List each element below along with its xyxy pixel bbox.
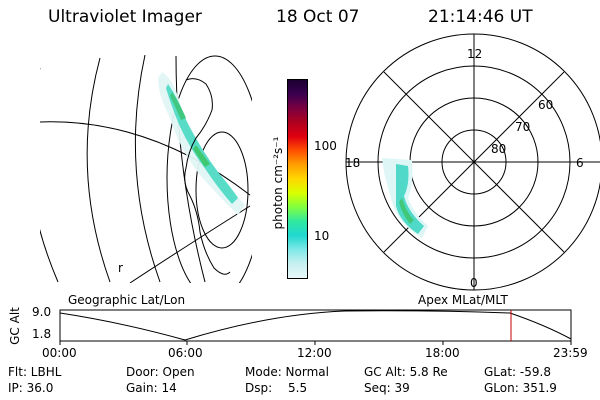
observation-date: 18 Oct 07 <box>276 7 360 27</box>
earth-limb <box>166 55 252 283</box>
info-ip: IP: 36.0 <box>8 381 54 395</box>
lon-line <box>40 68 59 283</box>
instrument-title: Ultraviolet Imager <box>48 7 202 27</box>
lon-line <box>86 57 111 283</box>
info-gc-alt: GC Alt: 5.8 Re <box>364 365 448 379</box>
lon-line <box>175 55 206 283</box>
timeline-x-tick-0600: 06:00 <box>168 346 203 360</box>
info-glat: GLat: -59.8 <box>484 365 551 379</box>
info-seq: Seq: 39 <box>364 381 410 395</box>
mlt-label-12: 12 <box>467 47 483 61</box>
info-gain: Gain: 14 <box>126 381 177 395</box>
map-stray-char: r <box>118 261 123 275</box>
timeline-y-tick-1-8: 1.8 <box>32 327 52 341</box>
timeline-frame <box>59 309 572 342</box>
timeline-x-tick-1800: 18:00 <box>425 346 460 360</box>
lat-line <box>129 205 251 283</box>
lat-label-60: 60 <box>538 98 554 112</box>
globe-circle <box>195 131 249 249</box>
info-dsp-value: 5.5 <box>288 381 308 395</box>
colorbar-tick-100: 100 <box>314 139 337 153</box>
lat-line <box>40 121 251 196</box>
aurora-emission <box>158 72 245 215</box>
info-glon: GLon: 351.9 <box>484 381 557 395</box>
info-dsp-label: Dsp: <box>245 381 273 395</box>
timeline-y-axis-label: GC Alt <box>7 307 22 345</box>
timeline-x-tick-0000: 00:00 <box>42 346 77 360</box>
mlt-label-0: 0 <box>470 276 478 290</box>
timeline-x-tick-2359: 23:59 <box>553 346 588 360</box>
observation-time: 21:14:46 UT <box>428 7 533 27</box>
colorbar-gradient <box>288 80 307 278</box>
altitude-curve <box>59 310 572 341</box>
colorbar <box>287 79 308 279</box>
timeline-y-tick-9: 9.0 <box>32 305 52 319</box>
polar-plot-caption: Apex MLat/MLT <box>418 293 508 307</box>
polar-aurora-emission <box>382 158 428 238</box>
info-mode: Mode: Normal <box>245 365 329 379</box>
colorbar-tick-10: 10 <box>314 229 330 243</box>
info-door: Door: Open <box>126 365 195 379</box>
timeline-x-tick-1200: 12:00 <box>297 346 332 360</box>
coastline <box>184 78 231 275</box>
lon-line <box>134 55 161 283</box>
mlt-label-6: 6 <box>576 156 584 170</box>
info-flt: Flt: LBHL <box>8 365 62 379</box>
lat-label-80: 80 <box>491 142 507 156</box>
left-map-caption: Geographic Lat/Lon <box>68 293 186 307</box>
mlt-label-18: 18 <box>345 156 361 170</box>
lat-label-70: 70 <box>515 120 531 134</box>
